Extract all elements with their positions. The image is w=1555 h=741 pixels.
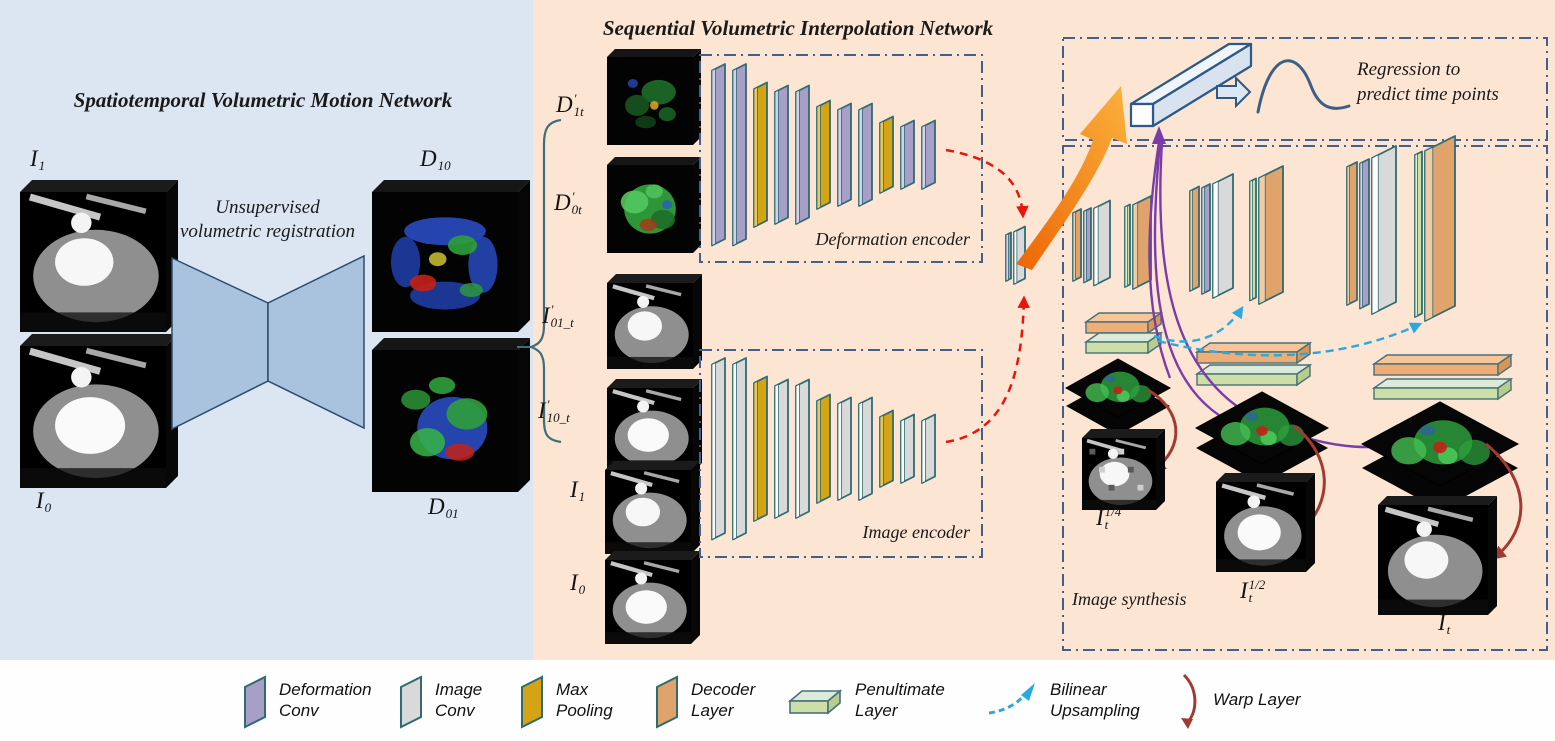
registration-note: Unsupervised volumetric registration <box>179 197 356 242</box>
label-it-quarter: I 1/4 t <box>1096 504 1122 532</box>
label-i10t: I ′ 10_t <box>538 397 570 425</box>
label-mid-i0: I 0 <box>570 570 586 597</box>
label-it: I t <box>1438 610 1451 637</box>
penultimate-layer-icon <box>787 689 843 715</box>
image-synthesis-label: Image synthesis <box>1072 589 1187 609</box>
legend-item-max-pooling: Max Pooling <box>517 662 613 738</box>
image-encoder-label: Image encoder <box>862 522 970 542</box>
label-i1: I 1 <box>30 146 46 173</box>
label-it-half: I 1/2 t <box>1240 577 1266 605</box>
label-d01: D 01 <box>428 494 459 521</box>
label-i01t: I ′ 01_t <box>542 302 574 330</box>
decoder-layer-icon <box>656 675 678 729</box>
label-d10: D 10 <box>420 146 451 173</box>
motion-network-title: Spatiotemporal Volumetric Motion Network <box>73 88 453 112</box>
legend-item-deformation-conv: Deformation Conv <box>240 662 372 738</box>
deformation-encoder-label: Deformation encoder <box>815 229 970 249</box>
regression-note: Regression to predict time points <box>1357 59 1499 105</box>
legend-item-warp-layer: Warp Layer <box>1178 662 1301 738</box>
label-mid-i1: I 1 <box>570 477 586 504</box>
warp-layer-icon <box>1181 673 1197 729</box>
label-d0t: D ′ 0t <box>554 189 582 217</box>
label-d1t: D ′ 1t <box>556 91 584 119</box>
deformation-conv-icon <box>244 675 266 729</box>
legend-item-decoder-layer: Decoder Layer <box>652 662 755 738</box>
legend-item-penultimate-layer: Penultimate Layer <box>782 662 945 738</box>
bilinear-upsampling-icon <box>988 683 1035 715</box>
legend-item-bilinear-upsampling: Bilinear Upsampling <box>985 662 1140 738</box>
max-pooling-icon <box>521 675 543 729</box>
legend-strip <box>0 660 1555 741</box>
interp-network-title: Sequential Volumetric Interpolation Netw… <box>602 16 994 40</box>
image-conv-icon <box>400 675 422 729</box>
legend-item-image-conv: Image Conv <box>396 662 482 738</box>
label-i0: I 0 <box>36 488 52 515</box>
